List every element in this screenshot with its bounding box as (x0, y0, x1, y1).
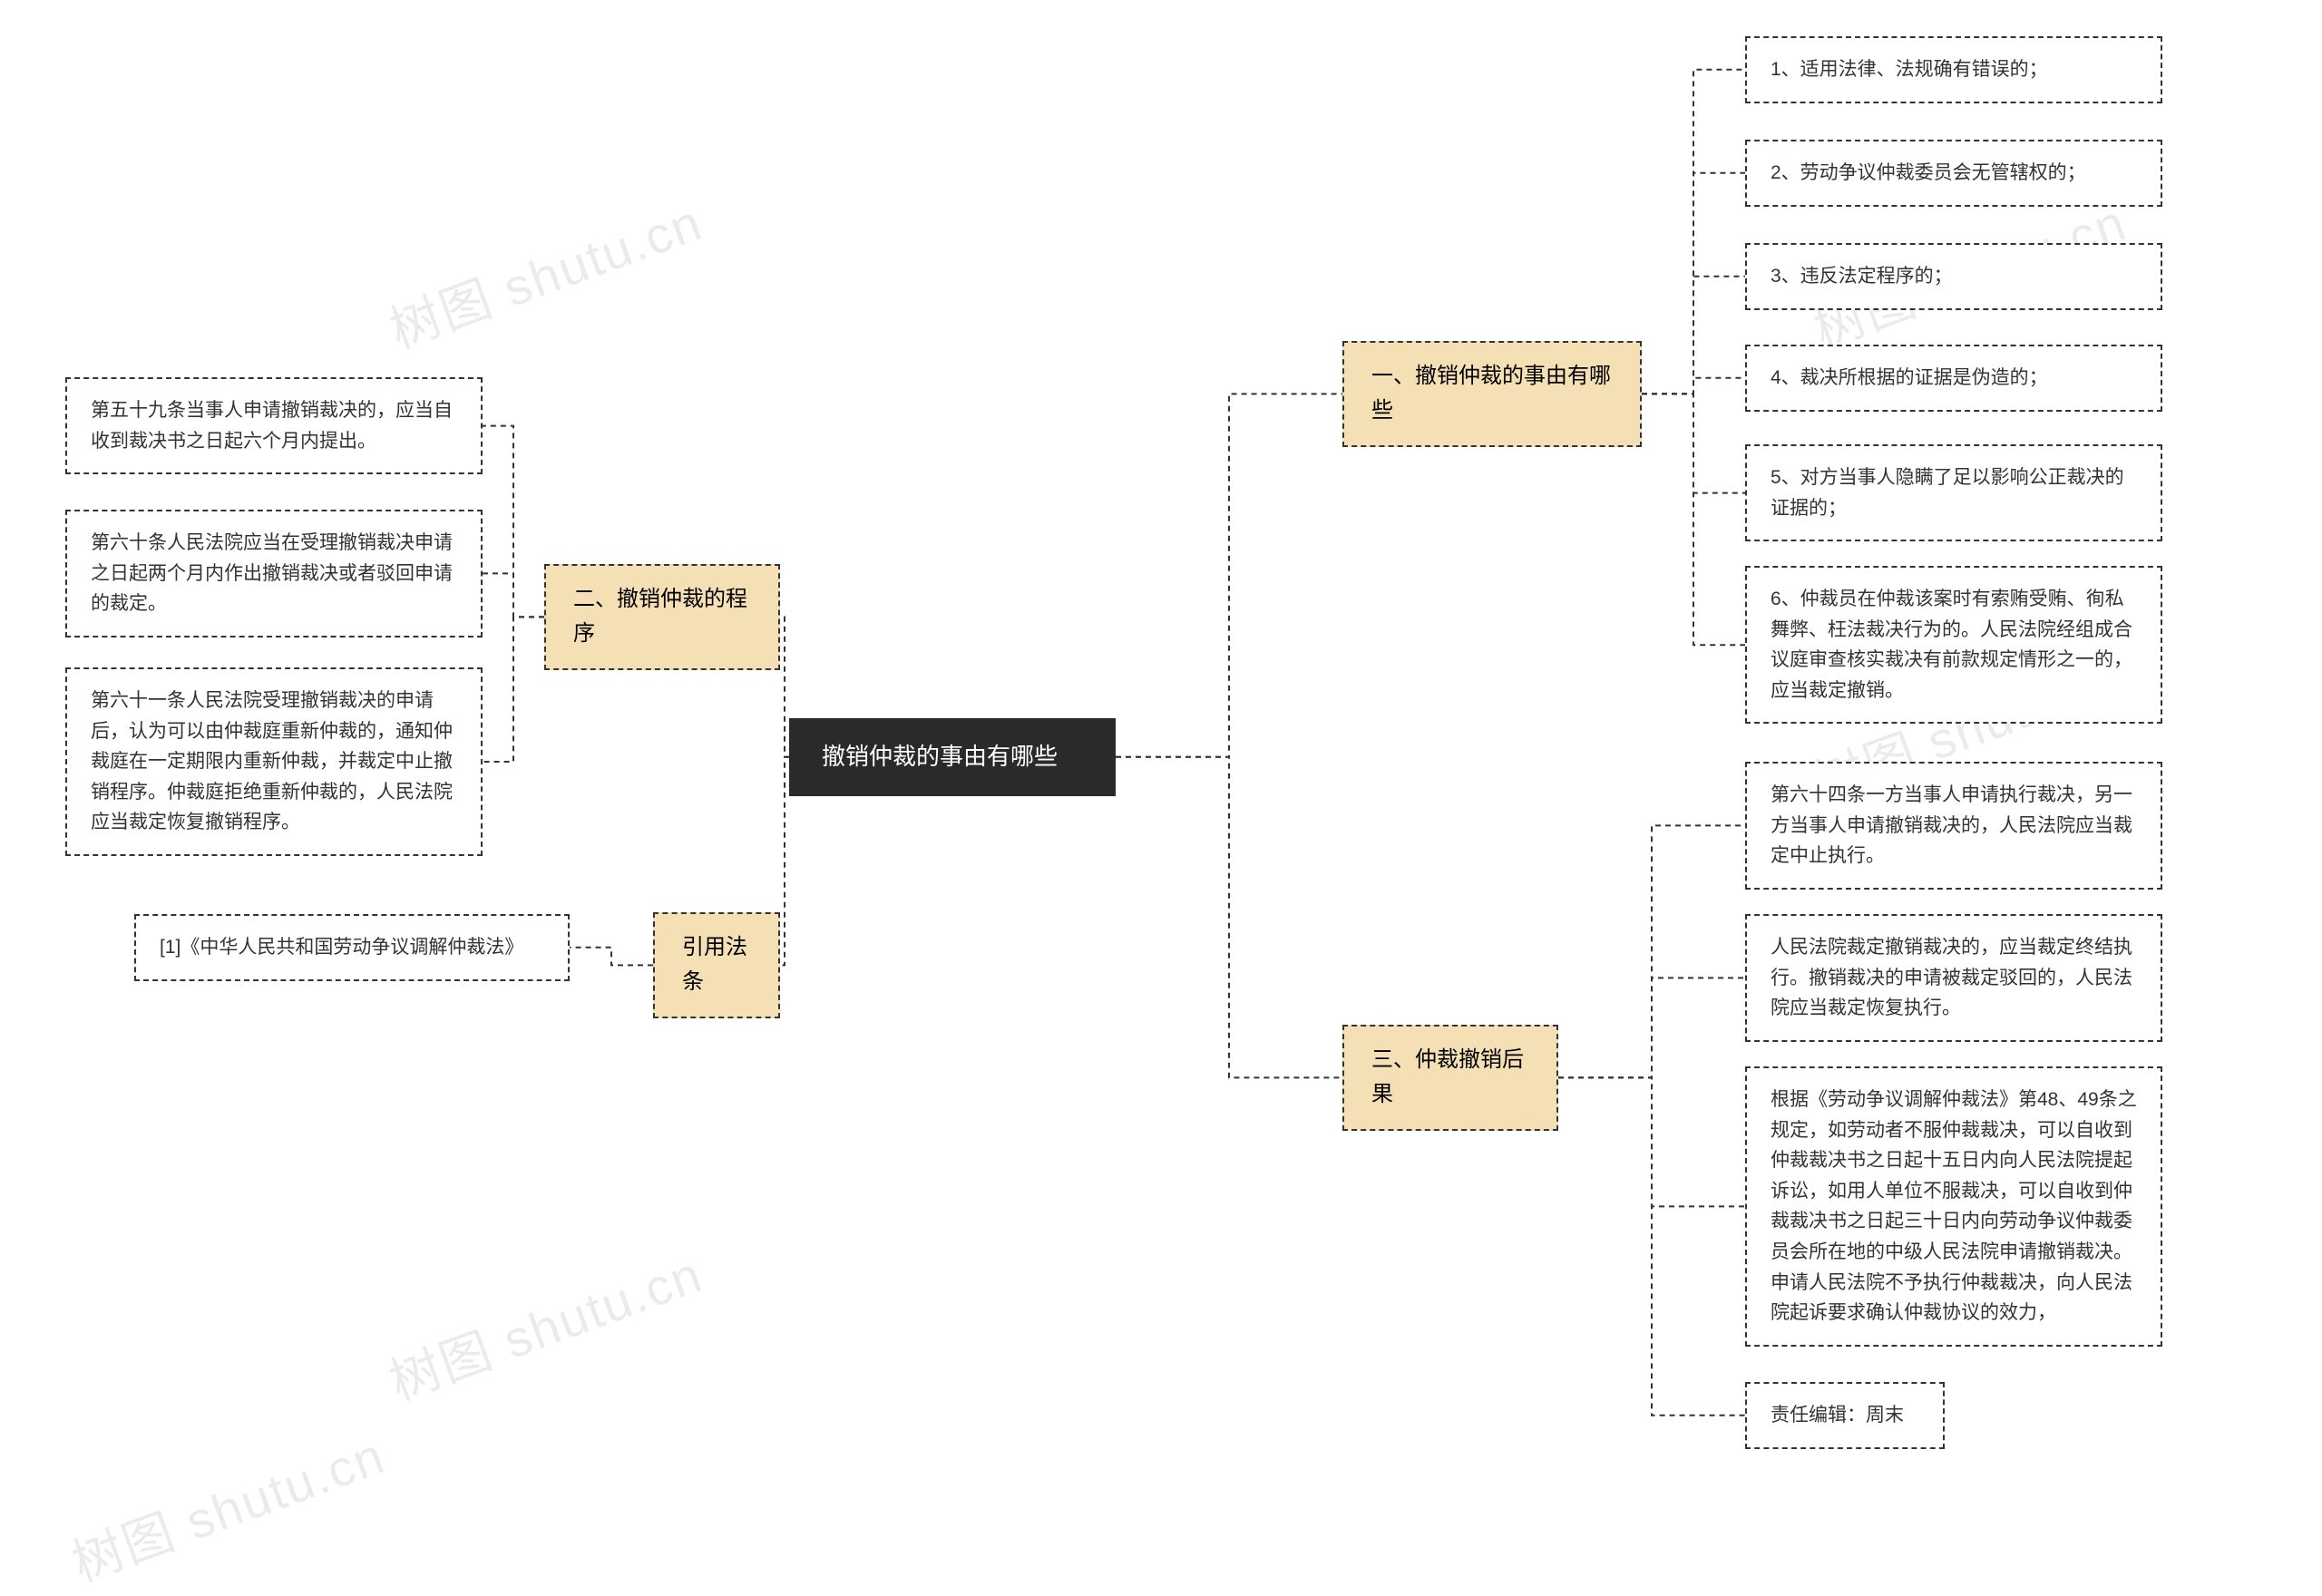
watermark: 树图 shutu.cn (378, 182, 711, 364)
leaf-node[interactable]: 6、仲裁员在仲裁该案时有索贿受贿、徇私舞弊、枉法裁决行为的。人民法院经组成合议庭… (1745, 566, 2162, 724)
leaf-node[interactable]: 人民法院裁定撤销裁决的，应当裁定终结执行。撤销裁决的申请被裁定驳回的，人民法院应… (1745, 914, 2162, 1042)
leaf-node[interactable]: 根据《劳动争议调解仲裁法》第48、49条之规定，如劳动者不服仲裁裁决，可以自收到… (1745, 1066, 2162, 1347)
leaf-node[interactable]: 5、对方当事人隐瞒了足以影响公正裁决的证据的； (1745, 444, 2162, 541)
branch-procedure[interactable]: 二、撤销仲裁的程序 (544, 564, 780, 670)
leaf-node[interactable]: [1]《中华人民共和国劳动争议调解仲裁法》 (134, 914, 570, 981)
leaf-node[interactable]: 1、适用法律、法规确有错误的； (1745, 36, 2162, 103)
leaf-node[interactable]: 第六十一条人民法院受理撤销裁决的申请后，认为可以由仲裁庭重新仲裁的，通知仲裁庭在… (65, 667, 483, 856)
watermark: 树图 shutu.cn (378, 1234, 711, 1416)
leaf-node[interactable]: 责任编辑：周末 (1745, 1382, 1945, 1449)
leaf-node[interactable]: 第六十条人民法院应当在受理撤销裁决申请之日起两个月内作出撤销裁决或者驳回申请的裁… (65, 510, 483, 637)
branch-consequence[interactable]: 三、仲裁撤销后果 (1342, 1025, 1558, 1131)
leaf-node[interactable]: 4、裁决所根据的证据是伪造的； (1745, 345, 2162, 412)
leaf-node[interactable]: 3、违反法定程序的； (1745, 243, 2162, 310)
branch-reasons[interactable]: 一、撤销仲裁的事由有哪些 (1342, 341, 1642, 447)
root-node[interactable]: 撤销仲裁的事由有哪些 (789, 718, 1116, 796)
leaf-node[interactable]: 第五十九条当事人申请撤销裁决的，应当自收到裁决书之日起六个月内提出。 (65, 377, 483, 474)
leaf-node[interactable]: 2、劳动争议仲裁委员会无管辖权的； (1745, 140, 2162, 207)
watermark: 树图 shutu.cn (61, 1416, 394, 1596)
branch-citation[interactable]: 引用法条 (653, 912, 780, 1018)
leaf-node[interactable]: 第六十四条一方当事人申请执行裁决，另一方当事人申请撤销裁决的，人民法院应当裁定中… (1745, 762, 2162, 890)
